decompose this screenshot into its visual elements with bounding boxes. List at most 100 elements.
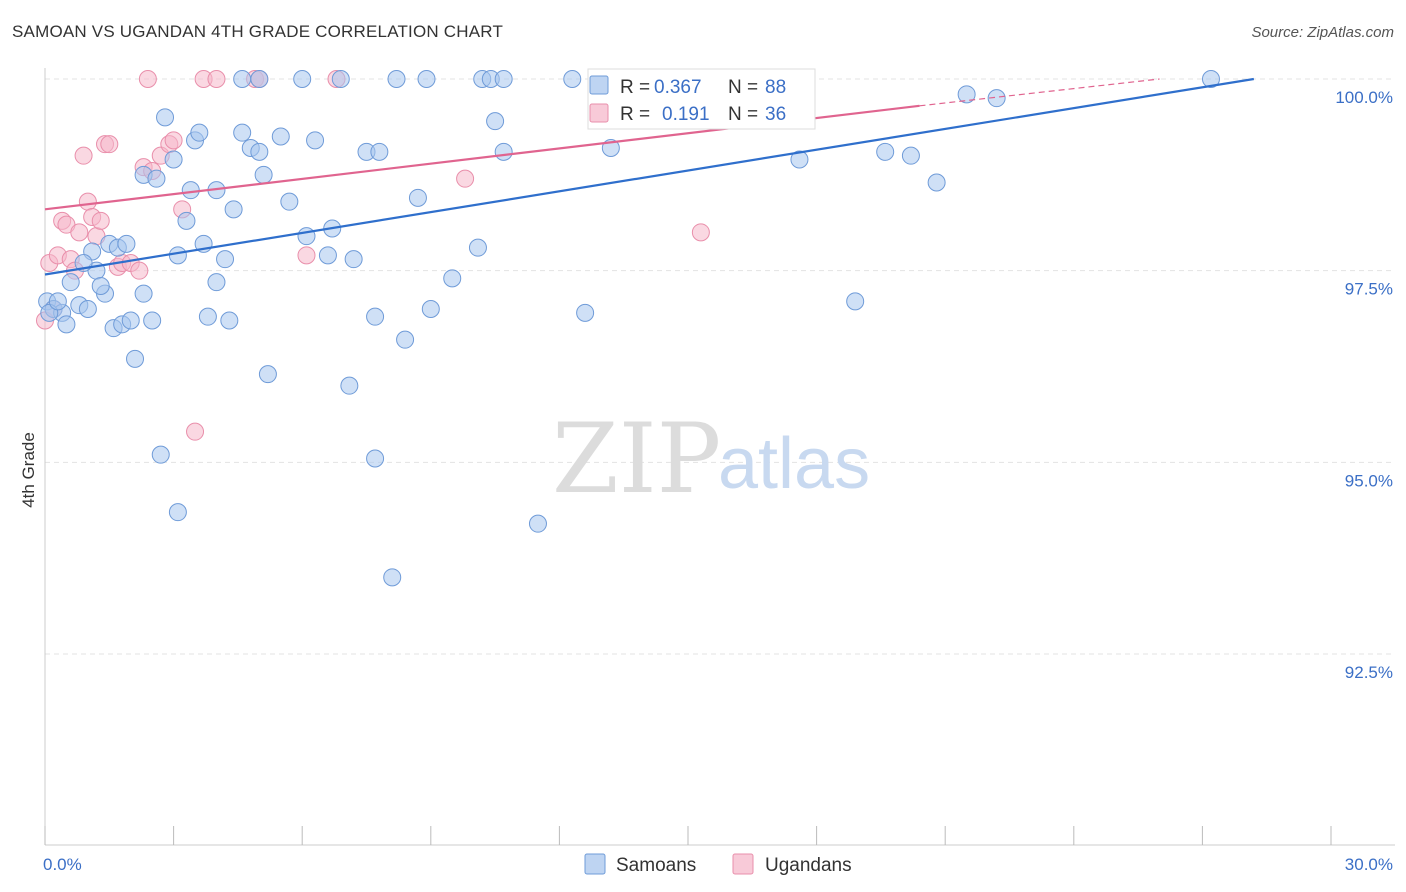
ugandans-point: [207, 70, 226, 88]
samoans-point: [443, 269, 462, 288]
bottom-legend-swatch-samoans: [584, 853, 606, 875]
samoans-point: [790, 150, 809, 169]
y-tick-label: 97.5%: [1345, 280, 1393, 299]
samoans-point: [383, 568, 402, 587]
samoans-point: [164, 150, 183, 169]
samoans-point: [156, 108, 175, 127]
samoans-point: [117, 234, 136, 253]
samoans-point: [396, 330, 415, 349]
samoans-point: [233, 70, 252, 88]
ugandans-point: [297, 246, 316, 265]
samoans-point: [168, 503, 187, 522]
samoans-point: [494, 70, 513, 88]
samoans-point: [121, 311, 140, 330]
samoans-point: [901, 146, 920, 165]
samoans-point: [344, 250, 363, 269]
samoans-point: [143, 311, 162, 330]
samoans-point: [340, 376, 359, 395]
x-tick-label: 30.0%: [1345, 855, 1393, 874]
y-tick-label: 92.5%: [1345, 663, 1393, 682]
samoans-point: [147, 169, 166, 188]
legend-frame: [587, 68, 816, 130]
legend-n-label: N =: [728, 77, 758, 98]
legend-r-label: R =: [620, 77, 650, 98]
legend-n-label: N =: [728, 104, 758, 125]
samoans-point: [876, 142, 895, 161]
samoans-point: [216, 250, 235, 269]
ugandans-point: [456, 169, 475, 188]
samoans-point: [61, 273, 80, 292]
bottom-legend: Samoans Ugandans: [584, 853, 852, 876]
samoans-point: [494, 142, 513, 161]
bottom-legend-swatch-ugandans: [732, 853, 754, 875]
samoans-point: [233, 123, 252, 142]
samoans-point: [366, 449, 385, 468]
ugandans-point: [70, 223, 89, 242]
samoans-point: [576, 303, 595, 322]
samoans-point: [417, 70, 436, 88]
samoans-point: [421, 300, 440, 318]
bottom-legend-ugandans: Ugandans: [765, 855, 852, 876]
samoans-point: [91, 277, 110, 295]
samoans-point: [486, 112, 505, 131]
samoans-point: [318, 246, 337, 265]
samoans-point: [57, 315, 76, 334]
legend-n-value: 36: [765, 104, 786, 125]
samoans-point: [408, 188, 427, 207]
ugandans-point: [91, 211, 110, 230]
gridlines: [45, 78, 1395, 655]
samoans-point: [846, 292, 865, 311]
samoans-point: [190, 123, 209, 142]
samoans-point: [563, 70, 582, 88]
samoans-point: [198, 307, 217, 326]
samoans-point: [207, 273, 226, 292]
legend-swatch-samoans: [589, 75, 609, 95]
x-tick-label: 0.0%: [43, 855, 82, 874]
x-tick-labels: 0.0% 30.0%: [43, 855, 1393, 874]
samoans-point: [987, 89, 1006, 108]
y-tick-labels: 92.5% 95.0% 97.5% 100.0%: [1335, 88, 1393, 682]
legend-r-value: 0.367: [654, 77, 702, 98]
ugandans-point: [130, 261, 149, 280]
legend-n-value: 88: [765, 77, 786, 98]
bottom-legend-samoans: Samoans: [616, 855, 696, 876]
samoans-point: [293, 70, 312, 88]
samoans-point: [528, 514, 547, 533]
samoans-point: [280, 192, 299, 211]
samoans-point: [250, 70, 269, 88]
ugandans-point: [74, 146, 93, 165]
samoans-point: [387, 70, 406, 88]
watermark: ZIP atlas: [552, 403, 870, 515]
y-axis-title: 4th Grade: [19, 432, 38, 508]
samoans-point: [258, 365, 277, 384]
watermark-atlas: atlas: [718, 424, 870, 504]
samoans-point: [250, 142, 269, 161]
legend-r-value: 0.191: [662, 104, 710, 125]
series-samoans-points: [38, 70, 1220, 587]
samoans-point: [927, 173, 946, 192]
samoans-point: [331, 70, 350, 88]
samoans-point: [78, 300, 97, 318]
y-tick-label: 95.0%: [1345, 471, 1393, 490]
ugandans-point: [100, 135, 119, 154]
chart-title: SAMOAN VS UGANDAN 4TH GRADE CORRELATION …: [12, 22, 504, 41]
samoans-point: [126, 349, 145, 368]
ugandans-point: [164, 131, 183, 150]
samoans-point: [254, 165, 273, 184]
legend-swatch-ugandans: [589, 103, 609, 123]
ugandans-point: [138, 70, 157, 88]
samoans-point: [468, 238, 487, 257]
samoans-point: [151, 445, 170, 464]
y-tick-label: 100.0%: [1335, 88, 1393, 107]
legend-r-label: R =: [620, 104, 650, 125]
samoans-point: [271, 127, 290, 146]
samoans-point: [168, 246, 187, 265]
ugandans-point: [691, 223, 710, 242]
samoans-point: [306, 131, 325, 150]
samoans-point: [177, 211, 196, 230]
samoans-point: [220, 311, 239, 330]
samoans-point: [1201, 70, 1220, 88]
ugandans-point: [78, 192, 97, 211]
samoans-point: [366, 307, 385, 326]
